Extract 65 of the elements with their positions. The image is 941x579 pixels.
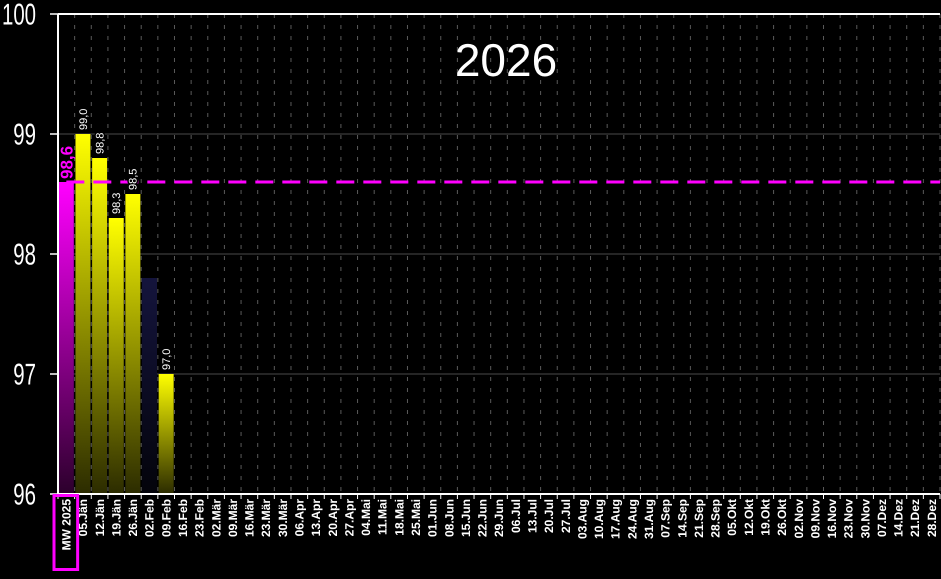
x-tick-label: 31.Aug: [642, 499, 656, 540]
x-tick-label: 05.Okt: [725, 499, 740, 536]
x-tick-label: 07.Dez: [874, 499, 889, 538]
x-tick-label: 26.Okt: [775, 499, 790, 536]
x-tick-label: 16.Nov: [825, 498, 840, 538]
x-tick-label: 30.Mär: [276, 498, 290, 538]
data-label: 99,0: [78, 108, 90, 130]
x-tick-label: 19.Okt: [758, 499, 772, 536]
x-tick-label: 22.Jun: [476, 499, 490, 538]
x-tick-label: 17.Aug: [608, 499, 623, 540]
x-tick-label: 26.Jän: [126, 499, 140, 536]
x-tick-label: 02.Nov: [792, 498, 806, 538]
x-tick-label: 20.Apr: [326, 498, 340, 536]
x-tick-label: 27.Apr: [342, 498, 356, 536]
x-tick-label: 21.Sep: [692, 499, 706, 538]
data-label: 98,8: [94, 132, 106, 154]
y-tick-label: 100: [2, 0, 36, 32]
x-tick-label: 20.Jul: [542, 499, 556, 534]
x-tick-label: 03.Aug: [575, 499, 590, 540]
x-tick-label: 28.Dez: [924, 499, 939, 538]
x-tick-label: MW 2025: [60, 498, 74, 550]
x-tick-label: 29.Jun: [492, 499, 506, 538]
x-tick-label: 08.Jun: [442, 499, 456, 538]
x-tick-label: 16.Mär: [242, 498, 257, 538]
x-tick-label: 23.Nov: [842, 498, 856, 538]
x-tick-label: 12.Jän: [92, 499, 107, 536]
y-tick-label: 96: [13, 478, 36, 512]
x-tick-label: 06.Apr: [292, 498, 306, 536]
data-label: 98,3: [111, 192, 124, 214]
x-tick-label: 02.Mär: [209, 498, 224, 538]
x-tick-label: 09.Feb: [159, 499, 174, 538]
x-tick-label: 19.Jän: [109, 499, 124, 536]
x-tick-label: 25.Mai: [408, 499, 423, 536]
x-tick-label: 24.Aug: [625, 499, 640, 540]
y-tick-label: 97: [13, 358, 36, 392]
y-tick-label: 98: [13, 238, 36, 272]
x-tick-label: 11.Mai: [376, 499, 390, 536]
x-tick-label: 14.Sep: [675, 499, 690, 538]
x-tick-label: 12.Okt: [742, 499, 756, 536]
x-tick-label: 02.Feb: [142, 499, 157, 538]
x-tick-label: 27.Jul: [558, 499, 573, 534]
x-tick-label: 06.Jul: [508, 499, 523, 534]
x-tick-label: 21.Dez: [908, 499, 922, 538]
x-tick-label: 09.Nov: [808, 498, 822, 538]
x-tick-label: 05.Jän: [76, 499, 90, 536]
ref-line-label: 98,6: [57, 146, 76, 179]
x-tick-label: 18.Mai: [392, 499, 406, 536]
x-tick-label: 13.Apr: [309, 498, 324, 536]
y-tick-label: 99: [13, 118, 36, 152]
x-tick-label: 01.Jun: [426, 499, 440, 538]
chart-title: 2026: [454, 34, 558, 86]
x-tick-label: 23.Feb: [192, 499, 207, 538]
x-tick-label: 07.Sep: [658, 499, 673, 538]
data-label: 98,5: [128, 168, 140, 190]
x-tick-label: 10.Aug: [592, 499, 606, 540]
x-tick-label: 09.Mär: [226, 498, 240, 538]
x-tick-label: 16.Feb: [176, 499, 190, 538]
x-tick-label: 30.Nov: [858, 498, 872, 538]
x-tick-label: 28.Sep: [708, 499, 723, 538]
x-tick-label: 15.Jun: [458, 499, 473, 538]
data-label: 97,0: [161, 348, 174, 370]
x-tick-label: 23.Mär: [259, 498, 274, 538]
x-tick-label: 13.Jul: [525, 499, 540, 534]
x-tick-label: 14.Dez: [892, 499, 906, 538]
x-tick-label: 04.Mai: [359, 499, 374, 536]
